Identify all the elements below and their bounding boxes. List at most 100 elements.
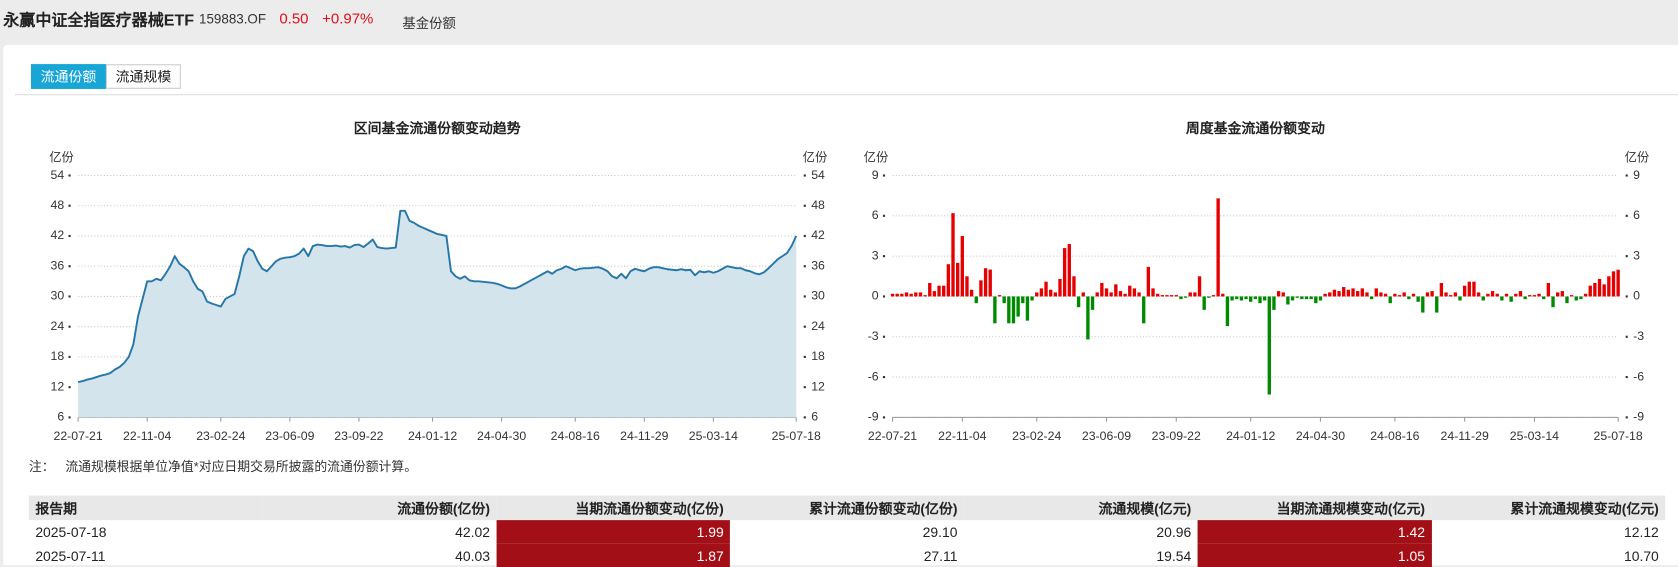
column-header: 报告期 xyxy=(28,495,263,521)
table-cell: 1.87 xyxy=(496,543,731,567)
x-tick-label: 24-08-16 xyxy=(551,429,600,443)
x-tick-label: 25-03-14 xyxy=(1510,429,1559,443)
bar xyxy=(1155,293,1160,297)
y2-tick xyxy=(803,174,806,177)
bar xyxy=(923,295,927,297)
bar xyxy=(1444,292,1448,297)
bar xyxy=(1118,291,1123,297)
bar xyxy=(1035,292,1039,297)
bar xyxy=(1090,296,1095,310)
y-tick xyxy=(68,174,71,177)
bar xyxy=(1556,292,1560,297)
bar xyxy=(960,235,964,297)
tab[interactable]: 流通规模 xyxy=(105,64,181,89)
bar xyxy=(1049,289,1053,297)
tabs: 流通份额 流通规模 xyxy=(31,64,181,89)
bar xyxy=(1439,283,1444,297)
bar xyxy=(1369,296,1374,300)
bar xyxy=(1597,278,1602,297)
y2-tick-label: 18 xyxy=(811,349,825,363)
bar xyxy=(1179,296,1183,300)
y-tick-label: 48 xyxy=(51,198,65,212)
tab[interactable]: 流通份额 xyxy=(31,64,106,89)
table-cell: 2025-07-11 xyxy=(35,547,106,564)
y2-tick xyxy=(1625,214,1628,217)
bar xyxy=(1253,296,1258,300)
bar xyxy=(1239,296,1244,301)
y-tick-label: 9 xyxy=(872,168,879,182)
bar xyxy=(1565,296,1569,304)
x-tick-label: 23-06-09 xyxy=(1082,429,1131,443)
note: 注： 流通规模根据单位净值*对应日期交易所披露的流通份额计算。 xyxy=(29,457,417,475)
bar xyxy=(1495,293,1499,297)
y-tick-label: -9 xyxy=(868,410,879,424)
x-tick-label: 23-09-22 xyxy=(1152,429,1201,443)
x-tick-label: 24-01-12 xyxy=(408,429,457,443)
bar xyxy=(1342,287,1346,297)
table-cell: 1.05 xyxy=(1197,543,1432,567)
bar xyxy=(932,291,937,297)
bar xyxy=(1616,269,1620,297)
bar xyxy=(1081,292,1085,297)
y-tick-label: 18 xyxy=(51,349,65,363)
bar xyxy=(1290,296,1295,301)
table-cell: 19.54 xyxy=(1156,547,1192,564)
bar xyxy=(1044,281,1048,297)
y-tick-label: 24 xyxy=(51,319,65,333)
bar xyxy=(1560,291,1565,297)
bar xyxy=(1123,293,1127,297)
y-tick-label: 0 xyxy=(872,289,879,303)
x-tick-label: 22-11-04 xyxy=(123,429,171,443)
bar xyxy=(1383,293,1388,297)
y2-tick xyxy=(803,386,806,389)
y-tick xyxy=(882,174,886,177)
bar xyxy=(1276,291,1281,297)
bar xyxy=(974,296,978,304)
bar xyxy=(1300,296,1304,300)
bar xyxy=(1109,292,1113,297)
bar xyxy=(1230,296,1234,301)
bar xyxy=(942,285,946,297)
table-cell: 20.96 xyxy=(1156,523,1192,540)
bar xyxy=(1593,283,1597,297)
bar xyxy=(1016,296,1020,317)
bar xyxy=(1137,292,1141,297)
y-tick-label: 6 xyxy=(57,410,64,424)
bar xyxy=(983,268,988,297)
x-tick-label: 23-02-24 xyxy=(196,429,245,443)
bar xyxy=(1067,244,1071,297)
y2-tick xyxy=(1625,416,1628,419)
y2-tick-label: 36 xyxy=(811,258,825,272)
fund-code: 159883.OF xyxy=(199,11,266,27)
bar xyxy=(1546,283,1551,297)
y2-tick-label: -3 xyxy=(1633,329,1644,343)
bar xyxy=(1421,296,1425,313)
bar xyxy=(997,295,1002,297)
bar xyxy=(1281,292,1285,297)
table-row: 2025-07-11 40.03 1.87 27.11 19.54 1.05 10.70 xyxy=(29,543,1665,567)
bar xyxy=(1411,293,1416,297)
bar xyxy=(955,262,960,297)
x-tick-label: 24-11-29 xyxy=(620,429,668,443)
bar xyxy=(904,292,909,297)
x-tick-label: 24-08-16 xyxy=(1370,429,1419,443)
divider xyxy=(14,94,1678,96)
x-tick-label: 23-02-24 xyxy=(1012,429,1061,443)
y2-tick xyxy=(803,265,806,268)
note-text: 流通规模根据单位净值*对应日期交易所披露的流通份额计算。 xyxy=(65,459,418,475)
x-tick-label: 22-07-21 xyxy=(868,429,917,443)
table-row: 2025-07-18 42.02 1.99 29.10 20.96 1.42 12.12 xyxy=(29,520,1665,544)
y2-tick xyxy=(1625,375,1628,379)
bar xyxy=(1346,289,1351,297)
bar xyxy=(1588,285,1592,297)
bar xyxy=(1574,296,1578,301)
y2-tick xyxy=(803,204,806,207)
bar xyxy=(1286,296,1290,305)
bar xyxy=(1579,296,1583,300)
data-table: 报告期 流通份额(亿份) 当期流通份额变动(亿份) 累计流通份额变动(亿份) 流通规模(… xyxy=(28,495,1666,567)
bar xyxy=(1169,295,1174,297)
x-tick-label: 25-03-14 xyxy=(689,429,738,443)
y2-tick xyxy=(803,355,806,358)
bar xyxy=(914,292,918,297)
